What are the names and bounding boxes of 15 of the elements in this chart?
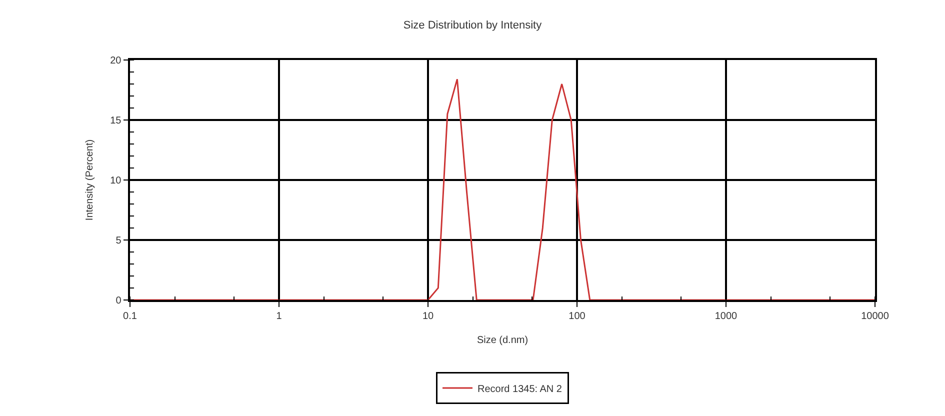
y-tick-label: 0: [116, 296, 122, 306]
y-tick-label: 5: [116, 236, 122, 246]
x-tick-label: 100: [568, 310, 586, 322]
x-tick-label: 1: [276, 310, 282, 322]
x-tick-label: 1000: [714, 310, 738, 322]
y-tick-label: 20: [110, 56, 122, 66]
x-axis-title: Size (d.nm): [476, 334, 528, 346]
x-tick-label: 10000: [861, 310, 890, 322]
y-tick-label: 10: [110, 176, 122, 186]
x-tick-label: 0.1: [123, 310, 138, 322]
chart-title: Size Distribution by Intensity: [403, 20, 542, 32]
y-axis-title: Intensity (Percent): [84, 139, 96, 221]
x-tick-label: 10: [422, 310, 434, 322]
y-tick-label: 15: [110, 116, 122, 126]
legend-label: Record 1345: AN 2: [478, 384, 562, 395]
